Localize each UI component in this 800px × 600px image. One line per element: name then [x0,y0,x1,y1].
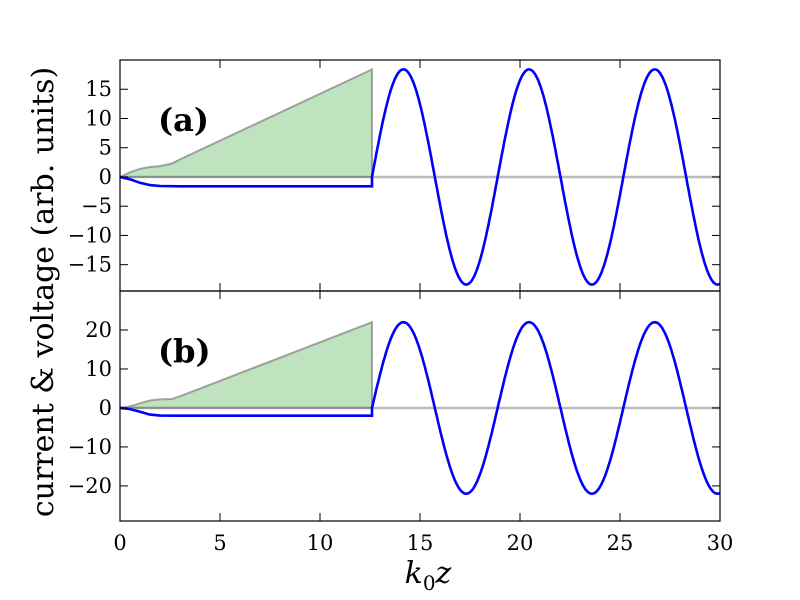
y-tick-label: −10 [68,223,112,247]
y-axis-label: current & voltage (arb. units) [26,67,61,517]
y-tick-label: 0 [99,396,112,420]
y-tick-label: 5 [99,136,112,160]
panel-label: (b) [158,332,211,370]
panel-a: −15 −10 −5 0 5 10 15 (a) [68,59,721,292]
x-axis-label: k0z [405,556,452,595]
x-axis-label-sub: 0 [423,571,436,595]
plot-area [120,320,720,495]
y-tick-label: 0 [99,165,112,189]
panel-label: (a) [158,101,209,139]
x-axis-label-tail: z [435,556,452,591]
y-tick-label: 20 [85,318,112,342]
y-tick-label: 10 [85,357,112,381]
y-tick-label: −20 [68,474,112,498]
x-tick-label: 25 [607,531,634,555]
y-tick-label: −5 [81,194,112,218]
x-tick-label: 15 [407,531,434,555]
voltage-ramp-area [120,67,373,178]
y-tick-label: −10 [68,435,112,459]
x-tick-label: 20 [507,531,534,555]
voltage-ramp-area [120,320,373,409]
y-tick-label: 10 [85,106,112,130]
x-tick-label: 30 [707,531,734,555]
current-line [120,320,720,495]
y-tick-label: 15 [85,77,112,101]
current-line [120,68,720,286]
x-tick-label: 5 [213,531,226,555]
x-tick-label: 0 [113,531,126,555]
x-axis-label-main: k [405,556,423,591]
panel-b: −20 −10 0 10 20 0 5 10 15 20 25 30 (b) [68,290,734,555]
y-tick-label: −15 [68,253,112,277]
x-tick-label: 10 [307,531,334,555]
plot-area [120,67,720,286]
